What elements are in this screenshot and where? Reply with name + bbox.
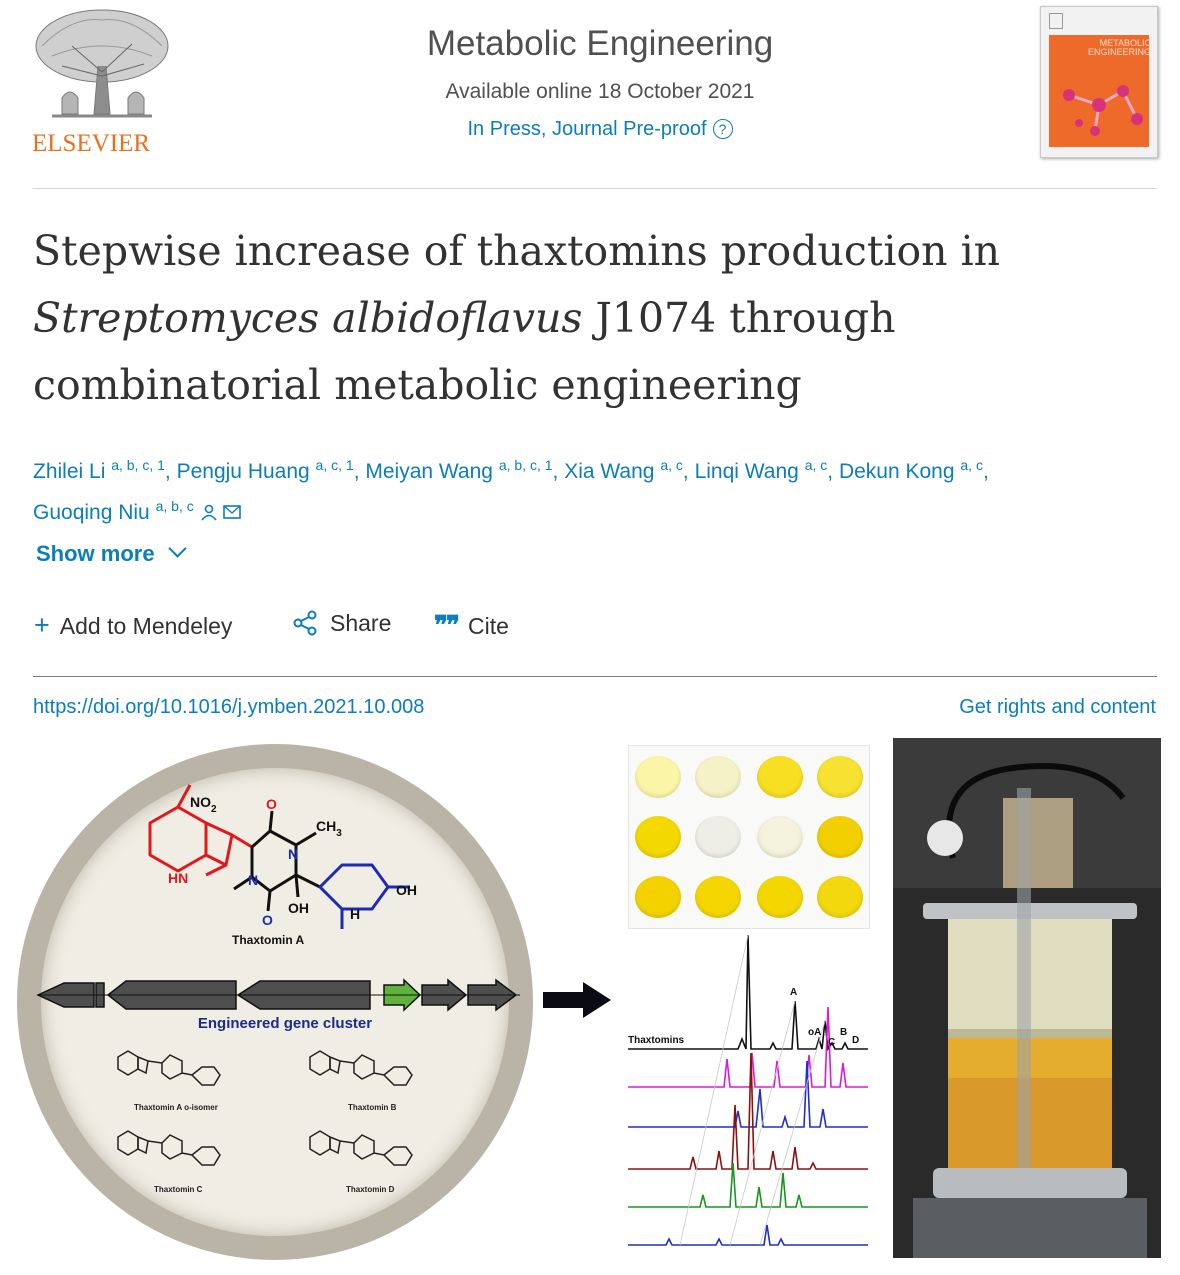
cover-molecule-graphic: [1063, 85, 1143, 136]
journal-title[interactable]: Metabolic Engineering: [426, 24, 774, 63]
phenol-oh-label: OH: [396, 882, 417, 898]
culture-well: [817, 756, 863, 798]
journal-header: ELSEVIER Metabolic Engineering Available…: [0, 0, 1180, 190]
culture-well: [817, 816, 863, 858]
title-line-3: combinatorial metabolic engineering: [33, 361, 802, 409]
header-divider: [33, 188, 1157, 189]
cite-label: Cite: [467, 613, 509, 639]
add-to-mendeley-label: Add to Mendeley: [59, 613, 233, 639]
author-link[interactable]: Dekun Kong a, c: [838, 457, 983, 483]
peak-label: C: [828, 1037, 835, 1048]
nitrogen-label-1: N: [288, 846, 298, 862]
molecule-title: Thaxtomin A: [232, 933, 305, 947]
journal-cover-image[interactable]: METABOLIC ENGINEERING: [1040, 6, 1158, 158]
culture-well: [695, 756, 741, 798]
hplc-chromatograms: Thaxtomins A oA C B D: [628, 935, 868, 1246]
envelope-icon[interactable]: [223, 504, 242, 520]
peak-label: D: [852, 1035, 859, 1046]
culture-well: [695, 816, 741, 858]
trace-line: [628, 1224, 868, 1246]
share-button[interactable]: Share: [292, 610, 391, 637]
share-icon: [293, 610, 317, 636]
trace-line: [628, 1162, 868, 1208]
oxygen-label-top: O: [266, 796, 277, 812]
culture-well: [757, 756, 803, 798]
author-link[interactable]: Meiyan Wang a, b, c, 1: [365, 457, 553, 483]
variant-label: Thaxtomin D: [346, 1185, 395, 1194]
ch3-label: CH3: [316, 818, 342, 839]
article-status-label[interactable]: In Press, Journal Pre-proof: [467, 118, 707, 140]
h-label: H: [350, 906, 360, 922]
show-more-label: Show more: [36, 541, 155, 566]
actions-divider: [33, 676, 1157, 677]
elsevier-wordmark: ELSEVIER: [32, 130, 151, 157]
gene-cluster-arrows: [36, 978, 520, 1012]
engineered-gene-cluster-label: Engineered gene cluster: [197, 1015, 373, 1032]
variant-label: Thaxtomin C: [154, 1185, 203, 1194]
trace-line: [628, 935, 868, 1052]
variant-label: Thaxtomin B: [348, 1103, 397, 1112]
show-more-button[interactable]: Show more: [36, 539, 187, 567]
available-online-date: Available online 18 October 2021: [445, 80, 755, 103]
title-line-1: Stepwise increase of thaxtomins producti…: [33, 227, 1001, 275]
right-arrow-icon: [543, 982, 611, 1018]
author-link[interactable]: Xia Wang a, c: [564, 457, 683, 483]
elsevier-logo[interactable]: ELSEVIER: [32, 6, 172, 166]
culture-well: [635, 816, 681, 858]
elsevier-mini-logo-icon: [1049, 13, 1063, 29]
trace-line: [628, 1006, 868, 1088]
trace-line: [628, 1060, 868, 1128]
bioreactor-photo: [893, 738, 1161, 1258]
plus-icon: +: [34, 610, 50, 640]
oxygen-label-bottom: O: [262, 912, 273, 928]
cite-button[interactable]: ❞❞ Cite: [434, 610, 509, 641]
article-status[interactable]: In Press, Journal Pre-proof?: [300, 118, 900, 141]
peak-label: A: [790, 987, 797, 998]
add-to-mendeley-button[interactable]: + Add to Mendeley: [34, 610, 232, 641]
quote-icon: ❞❞: [434, 610, 460, 640]
variant-structures: [117, 1050, 413, 1166]
question-circle-icon[interactable]: ?: [712, 119, 733, 139]
cover-art: METABOLIC ENGINEERING: [1049, 35, 1151, 147]
hn-label: HN: [168, 870, 188, 886]
oh-label: OH: [288, 900, 309, 916]
author-link[interactable]: Guoqing Niu a, b, c: [33, 498, 194, 524]
culture-well: [695, 876, 741, 918]
peak-label: oA: [808, 1027, 821, 1038]
bioreactor-illustration: [893, 738, 1161, 1258]
author-list: Zhilei Li a, b, c, 1, Pengju Huang a, c,…: [33, 457, 989, 524]
variant-label: Thaxtomin A o-isomer: [134, 1103, 218, 1112]
trace-line: [628, 1052, 868, 1170]
thaxtomins-label: Thaxtomins: [628, 1035, 685, 1046]
no2-label: NO2: [190, 794, 217, 815]
title-line-2: J1074 through: [582, 294, 896, 342]
culture-well: [635, 876, 681, 918]
peak-label: B: [840, 1027, 847, 1038]
culture-well: [635, 756, 681, 798]
title-species: Streptomyces albidoflavus: [33, 294, 583, 342]
graphical-abstract: NO2 HN O N CH3 N O OH OH H Thaxtomin A T: [0, 735, 1180, 1265]
share-label: Share: [330, 610, 392, 636]
author-link[interactable]: Zhilei Li a, b, c, 1: [33, 457, 165, 483]
cover-title: METABOLIC ENGINEERING: [1087, 38, 1151, 57]
culture-well: [757, 876, 803, 918]
person-icon[interactable]: [200, 503, 218, 521]
article-title: Stepwise increase of thaxtomins producti…: [33, 218, 1153, 419]
guide-lines: [679, 935, 826, 1246]
thaxtomin-a-structure: NO2 HN O N CH3 N O OH OH H Thaxtomin A T: [36, 784, 520, 1194]
chevron-down-icon: [167, 539, 187, 558]
get-rights-link[interactable]: Get rights and content: [959, 696, 1156, 718]
author-link[interactable]: Pengju Huang a, c, 1: [176, 457, 354, 483]
culture-well: [757, 816, 803, 858]
elsevier-tree-icon: [35, 9, 169, 118]
culture-well: [817, 876, 863, 918]
culture-well-plate: [628, 745, 870, 929]
doi-link[interactable]: https://doi.org/10.1016/j.ymben.2021.10.…: [33, 696, 425, 718]
author-link[interactable]: Linqi Wang a, c: [694, 457, 828, 483]
nitrogen-label-2: N: [248, 872, 258, 888]
